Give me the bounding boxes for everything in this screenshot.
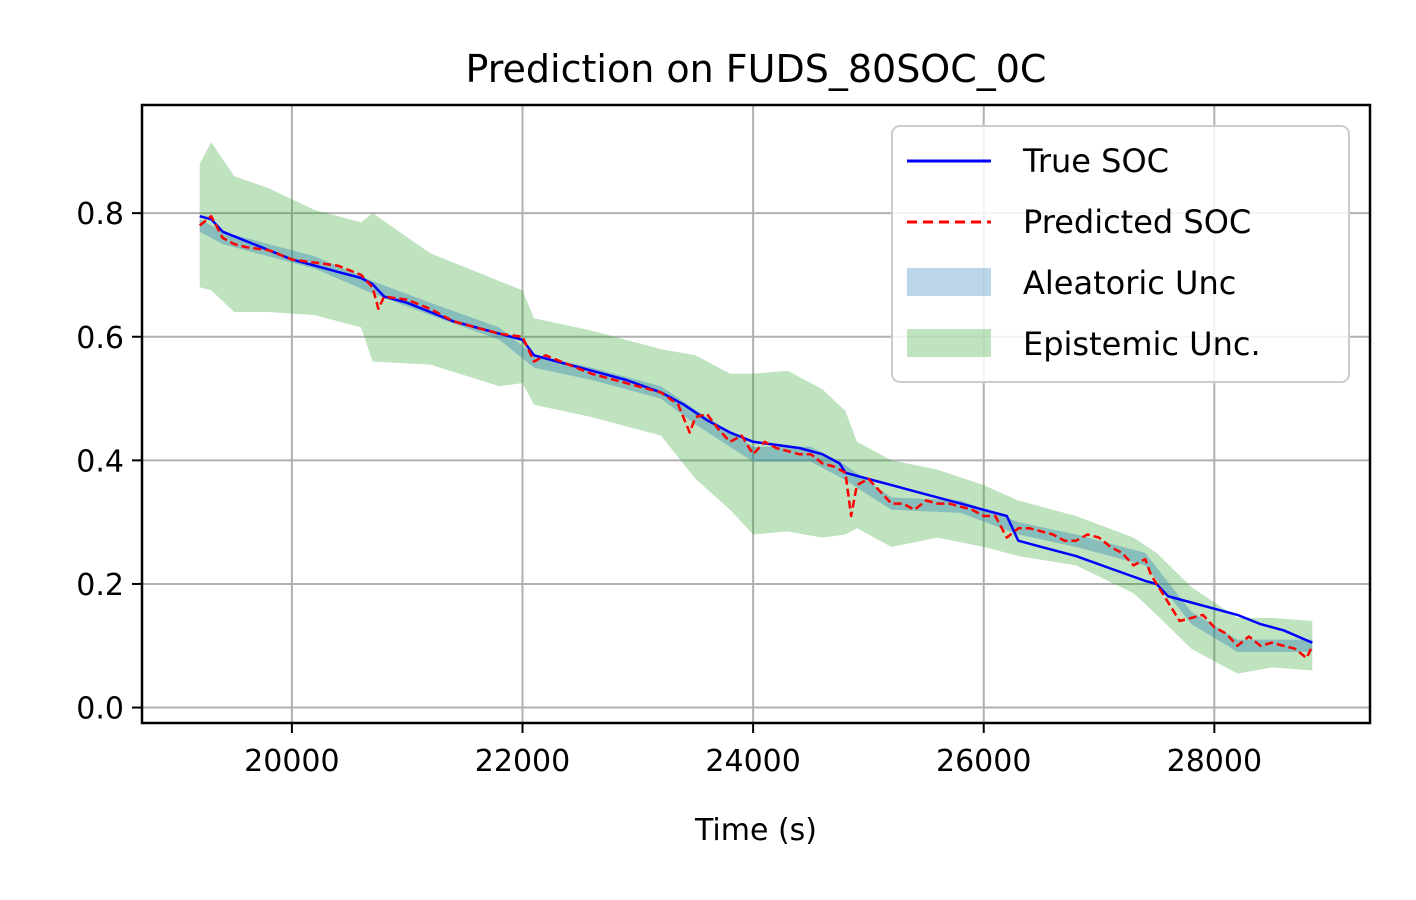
x-tick-label: 26000 <box>936 744 1031 779</box>
x-tick-label: 22000 <box>475 744 570 779</box>
chart-title: Prediction on FUDS_80SOC_0C <box>466 47 1047 91</box>
legend-box <box>891 125 1350 383</box>
legend: True SOC Predicted SOC Aleatoric Unc Epi… <box>891 125 1350 383</box>
y-tick-label: 0.8 <box>76 197 124 232</box>
predicted-soc-line <box>198 214 1314 660</box>
x-axis-label: Time (s) <box>694 813 817 848</box>
legend-aleatoric-label: Aleatoric Unc <box>1023 264 1236 302</box>
legend-predicted-soc-label: Predicted SOC <box>1023 203 1251 241</box>
legend-epistemic-swatch <box>907 329 991 357</box>
x-tick-label: 20000 <box>244 744 339 779</box>
y-tick-label: 0.2 <box>76 568 124 603</box>
epistemic-uncertainty-band <box>199 142 1313 674</box>
x-tick-label: 28000 <box>1167 744 1262 779</box>
legend-epistemic-label: Epistemic Unc. <box>1023 325 1261 363</box>
y-tick-label: 0.4 <box>76 444 124 479</box>
x-tick-label: 24000 <box>705 744 800 779</box>
y-tick-label: 0.0 <box>76 692 124 727</box>
y-tick-label: 0.6 <box>76 321 124 356</box>
plot-frame <box>140 103 1372 725</box>
true-soc-line <box>199 214 1313 644</box>
legend-true-soc-label: True SOC <box>1022 142 1169 180</box>
axis-ticks: 20000 22000 24000 26000 28000 0.0 0.2 0.4 0.6 0.8 <box>76 197 1262 779</box>
series-lines <box>198 214 1314 660</box>
legend-aleatoric-swatch <box>907 268 991 296</box>
